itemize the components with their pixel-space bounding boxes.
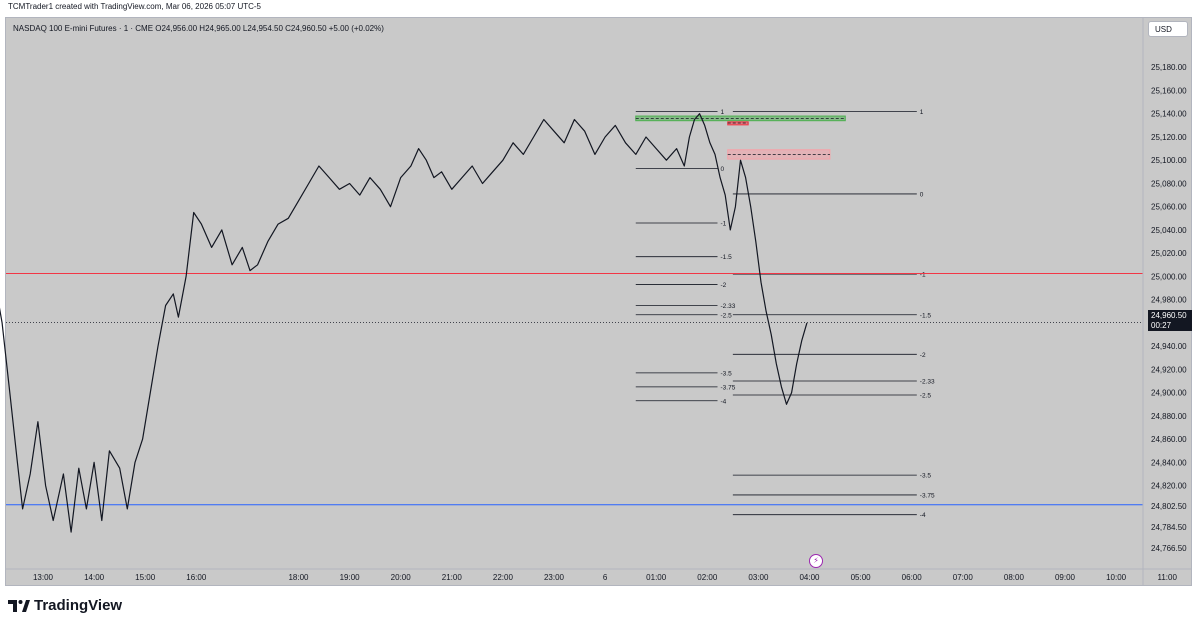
- currency-selector[interactable]: USD: [1148, 21, 1188, 37]
- price-tick-label: 24,880.00: [1151, 412, 1187, 421]
- price-tick-label: 25,180.00: [1151, 63, 1187, 72]
- time-tick-label: 23:00: [544, 573, 565, 582]
- time-tick-label: 11:00: [1157, 573, 1177, 582]
- tradingview-logo: TradingView: [8, 597, 122, 614]
- time-tick-label: 21:00: [442, 573, 463, 582]
- time-tick-label: 09:00: [1055, 573, 1076, 582]
- time-tick-label: 07:00: [953, 573, 974, 582]
- brand-name: TradingView: [34, 597, 123, 614]
- fib-left-level-label: -3.5: [721, 370, 733, 377]
- fib-right-level-label: -2: [920, 352, 926, 359]
- fib-left-level-label: -1.5: [721, 254, 733, 261]
- time-tick-label: 15:00: [135, 573, 156, 582]
- symbol-info: NASDAQ 100 E-mini Futures · 1 · CME O24,…: [13, 24, 384, 33]
- fib-right-level-label: 1: [920, 109, 924, 116]
- horizontal-lines-layer: [6, 273, 1143, 506]
- tradingview-logo-icon: [8, 599, 30, 612]
- time-tick-label: 18:00: [288, 573, 309, 582]
- bar-countdown: 00:27: [1151, 321, 1172, 330]
- chart-frame[interactable]: [5, 17, 1192, 586]
- time-tick-label: 08:00: [1004, 573, 1025, 582]
- time-tick-label: 04:00: [799, 573, 820, 582]
- fib-right-level-label: -3.75: [920, 492, 935, 499]
- fib-left-level-label: -2.33: [721, 303, 736, 310]
- price-tick-label: 25,140.00: [1151, 110, 1187, 119]
- time-tick-label: 14:00: [84, 573, 105, 582]
- price-tick-label: 24,840.00: [1151, 458, 1187, 467]
- price-tick-label: 25,040.00: [1151, 226, 1187, 235]
- fib-left-level-label: 1: [721, 109, 725, 116]
- zones-layer: [635, 115, 846, 160]
- time-tick-label: 16:00: [186, 573, 207, 582]
- fib-right-level-label: -4: [920, 512, 926, 519]
- fib-right-level-label: 0: [920, 191, 924, 198]
- price-tick-label: 24,900.00: [1151, 389, 1187, 398]
- price-tick-label: 24,860.00: [1151, 435, 1187, 444]
- price-axis: 25,180.00 25,160.00 25,140.00 25,120.00 25,1…: [1142, 18, 1187, 585]
- price-tick-label: 24,820.00: [1151, 482, 1187, 491]
- price-tick-label: 25,160.00: [1151, 86, 1187, 95]
- fib-left-level-label: -2.5: [721, 312, 733, 319]
- time-tick-label: 05:00: [851, 573, 872, 582]
- time-tick-label: 06:00: [902, 573, 923, 582]
- price-tick-label: 24,920.00: [1151, 365, 1187, 374]
- fib-layer: 1 0 -1 -1.5 -2 -2.33 -2.5 -3.5 -3.75 -4 1 0 -1 -1.5 -2…: [635, 109, 935, 519]
- time-tick-label: 13:00: [33, 573, 54, 582]
- price-layer: [0, 113, 808, 533]
- price-tick-label: 24,802.50: [1151, 502, 1187, 511]
- lightning-icon[interactable]: ⚡: [809, 554, 823, 568]
- price-tick-label: 25,080.00: [1151, 179, 1187, 188]
- price-tick-label: 25,100.00: [1151, 156, 1187, 165]
- time-tick-label: 22:00: [493, 573, 514, 582]
- price-tick-label: 24,980.00: [1151, 296, 1187, 305]
- fib-left-level-label: -2: [721, 282, 727, 289]
- price-series[interactable]: [0, 113, 808, 533]
- last-price-tag: 24,960.50 00:27: [1148, 310, 1192, 331]
- time-axis: 13:00 14:00 15:00 16:00 18:00 19:00 20:00 21:00…: [6, 568, 1191, 582]
- price-tick-label: 24,784.50: [1151, 523, 1187, 532]
- time-tick-label: 19:00: [340, 573, 361, 582]
- fib-left-level-label: -3.75: [721, 384, 736, 391]
- fib-right-level-label: -2.5: [920, 392, 932, 399]
- time-tick-label: 20:00: [391, 573, 412, 582]
- price-tick-label: 24,940.00: [1151, 342, 1187, 351]
- price-tick-label: 25,060.00: [1151, 203, 1187, 212]
- fib-left-level-label: -1: [721, 220, 727, 227]
- time-tick-label: 10:00: [1106, 573, 1127, 582]
- fib-right-level-label: -2.33: [920, 379, 935, 386]
- price-tick-label: 25,000.00: [1151, 272, 1187, 281]
- fib-right-level-label: -1.5: [920, 312, 932, 319]
- time-tick-label: 03:00: [748, 573, 769, 582]
- price-tick-label: 24,766.50: [1151, 544, 1187, 553]
- chart-credit: TCMTrader1 created with TradingView.com,…: [8, 2, 261, 11]
- price-tick-label: 25,120.00: [1151, 133, 1187, 142]
- time-tick-label: 6: [603, 573, 608, 582]
- fib-right-level-label: -3.5: [920, 473, 932, 480]
- time-tick-label: 01:00: [646, 573, 667, 582]
- fib-left-level-label: 0: [721, 166, 725, 173]
- last-price-value: 24,960.50: [1151, 311, 1187, 320]
- time-tick-label: 02:00: [697, 573, 718, 582]
- fib-right-level-label: -1: [920, 272, 926, 279]
- fib-left-level-label: -4: [721, 398, 727, 405]
- price-tick-label: 25,020.00: [1151, 249, 1187, 258]
